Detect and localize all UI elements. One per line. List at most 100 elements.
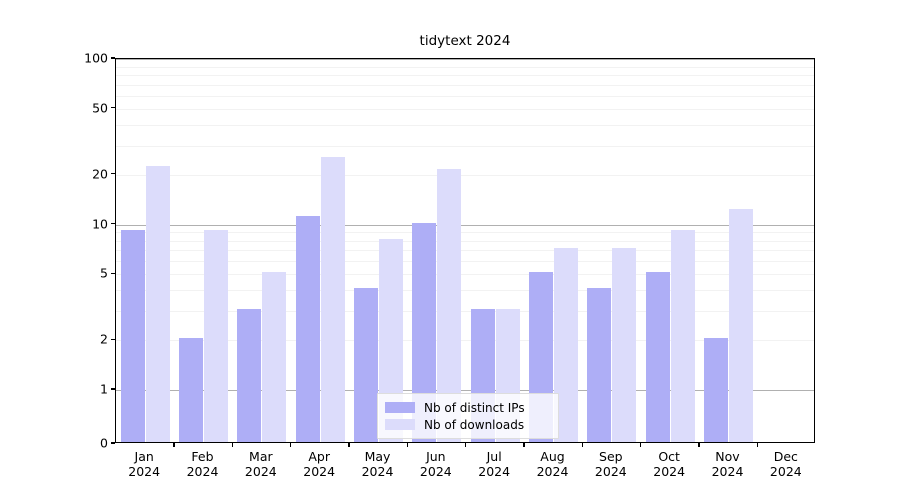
x-tick-label: Aug 2024 xyxy=(537,449,569,479)
gridline-major xyxy=(116,224,814,226)
y-tick-label: 0 xyxy=(100,435,108,451)
y-tick-mark xyxy=(111,442,115,444)
bar xyxy=(179,338,203,442)
legend-swatch-downloads xyxy=(385,419,415,430)
x-tick-month: Oct xyxy=(658,449,680,464)
x-tick-year: 2024 xyxy=(769,464,802,479)
gridline-minor xyxy=(116,145,814,147)
gridline-minor xyxy=(116,261,814,263)
gridline-minor xyxy=(116,290,814,292)
gridline-minor xyxy=(116,340,814,342)
y-tick-mark xyxy=(111,388,115,390)
x-tick-month: Jan xyxy=(134,449,154,464)
x-tick-month: Aug xyxy=(540,449,565,464)
legend-item-downloads[interactable]: Nb of downloads xyxy=(385,416,551,433)
x-tick-year: 2024 xyxy=(594,464,627,479)
x-tick-label: Nov 2024 xyxy=(712,449,744,479)
x-tick-label: Feb 2024 xyxy=(187,449,219,479)
x-tick-label: Jun 2024 xyxy=(420,449,452,479)
gridline-major xyxy=(116,59,814,60)
gridline-major xyxy=(116,390,814,392)
x-tick-year: 2024 xyxy=(536,464,569,479)
page-title: tidytext 2024 xyxy=(419,33,511,49)
x-tick-label: May 2024 xyxy=(362,449,394,479)
gridline-minor xyxy=(116,108,814,110)
bar xyxy=(204,230,228,442)
x-tick-year: 2024 xyxy=(653,464,686,479)
x-tick-mark xyxy=(756,443,758,447)
gridline-minor xyxy=(116,66,814,68)
x-tick-month: Jul xyxy=(486,449,502,464)
bar xyxy=(645,272,670,442)
bar xyxy=(587,288,612,442)
bar xyxy=(262,272,287,442)
gridline-minor xyxy=(116,174,814,176)
x-tick-label: Apr 2024 xyxy=(303,449,335,479)
gridline-minor xyxy=(116,84,814,86)
y-tick-mark xyxy=(111,173,115,175)
x-tick-year: 2024 xyxy=(419,464,452,479)
y-axis: 0 1 2 5 10 20 50 100 xyxy=(70,51,108,451)
legend-swatch-distinct-ips xyxy=(385,402,415,413)
y-tick-mark xyxy=(111,107,115,109)
x-tick-mark xyxy=(523,443,525,447)
x-tick-label: Mar 2024 xyxy=(245,449,277,479)
y-tick-label: 1 xyxy=(100,381,108,397)
x-tick-label: Dec 2024 xyxy=(770,449,802,479)
bar xyxy=(729,209,753,442)
legend-label-distinct-ips: Nb of distinct IPs xyxy=(424,400,525,415)
x-tick-mark xyxy=(231,443,233,447)
x-tick-month: Apr xyxy=(308,449,330,464)
gridline-minor xyxy=(116,95,814,97)
y-tick-mark xyxy=(111,57,115,59)
bar xyxy=(670,230,695,442)
x-tick-label: Oct 2024 xyxy=(653,449,685,479)
y-tick-label: 5 xyxy=(100,265,108,281)
y-tick-mark xyxy=(111,338,115,340)
legend-item-distinct-ips[interactable]: Nb of distinct IPs xyxy=(385,399,551,416)
x-tick-month: Nov xyxy=(715,449,740,464)
gridline-minor xyxy=(116,274,814,276)
plot-area xyxy=(115,58,815,443)
gridline-minor xyxy=(116,75,814,77)
y-tick-mark xyxy=(111,272,115,275)
x-tick-label: Sep 2024 xyxy=(595,449,627,479)
gridline-minor xyxy=(116,311,814,313)
gridline-minor xyxy=(116,250,814,252)
x-tick-month: Jun xyxy=(426,449,446,464)
x-axis: Jan 2024 Feb 2024 Mar 2024 Apr 2024 May 2024 Jun 20… xyxy=(115,447,815,495)
y-tick-label: 2 xyxy=(100,331,108,347)
x-tick-month: May xyxy=(364,449,391,464)
x-tick-year: 2024 xyxy=(186,464,219,479)
legend: Nb of distinct IPs Nb of downloads xyxy=(377,393,559,439)
x-tick-year: 2024 xyxy=(361,464,394,479)
bar xyxy=(145,165,170,442)
gridline-minor xyxy=(116,124,814,126)
x-tick-month: Mar xyxy=(249,449,273,464)
bar xyxy=(295,215,320,442)
x-tick-month: Feb xyxy=(191,449,214,464)
bar xyxy=(354,288,378,442)
bar xyxy=(612,248,637,442)
y-tick-label: 50 xyxy=(92,100,108,116)
x-tick-year: 2024 xyxy=(128,464,161,479)
x-tick-label: Jul 2024 xyxy=(478,449,510,479)
x-tick-month: Sep xyxy=(599,449,623,464)
x-tick-mark xyxy=(640,443,642,447)
x-tick-year: 2024 xyxy=(711,464,744,479)
x-tick-mark xyxy=(698,443,700,447)
x-tick-mark xyxy=(348,443,350,447)
x-tick-year: 2024 xyxy=(478,464,511,479)
bar xyxy=(704,338,728,442)
x-tick-mark xyxy=(290,443,292,447)
x-tick-mark xyxy=(173,443,175,447)
y-tick-mark xyxy=(111,222,115,225)
legend-label-downloads: Nb of downloads xyxy=(424,417,525,432)
bar xyxy=(237,309,262,442)
y-tick-label: 20 xyxy=(92,166,108,182)
bar xyxy=(120,230,145,442)
x-tick-label: Jan 2024 xyxy=(128,449,160,479)
x-tick-year: 2024 xyxy=(303,464,336,479)
x-tick-year: 2024 xyxy=(244,464,277,479)
